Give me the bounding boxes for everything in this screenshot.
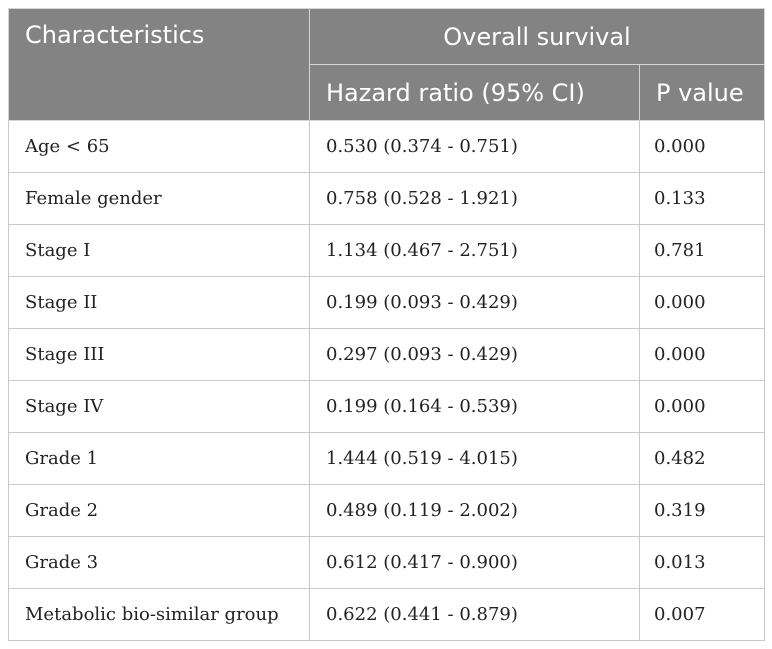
- cell-p-value: 0.000: [639, 276, 765, 329]
- cell-characteristic: Grade 2: [8, 484, 310, 537]
- cell-characteristic: Age < 65: [8, 120, 310, 173]
- cell-hazard-ratio: 0.199 (0.093 - 0.429): [309, 276, 640, 329]
- header-overall-survival: Overall survival: [309, 8, 765, 65]
- table-body: Age < 65 0.530 (0.374 - 0.751) 0.000 Fem…: [8, 120, 765, 641]
- table-row: Grade 3 0.612 (0.417 - 0.900) 0.013: [8, 536, 765, 589]
- cell-p-value: 0.000: [639, 328, 765, 381]
- header-characteristics: Characteristics: [8, 8, 310, 121]
- cell-hazard-ratio: 0.758 (0.528 - 1.921): [309, 172, 640, 225]
- cell-characteristic: Stage IV: [8, 380, 310, 433]
- cell-characteristic: Metabolic bio-similar group: [8, 588, 310, 641]
- header-p-value: P value: [639, 64, 765, 121]
- cell-hazard-ratio: 1.444 (0.519 - 4.015): [309, 432, 640, 485]
- header-row-1: Characteristics Overall survival: [8, 8, 765, 121]
- table-row: Metabolic bio-similar group 0.622 (0.441…: [8, 588, 765, 641]
- cell-hazard-ratio: 0.530 (0.374 - 0.751): [309, 120, 640, 173]
- cell-p-value: 0.000: [639, 380, 765, 433]
- cell-hazard-ratio: 0.297 (0.093 - 0.429): [309, 328, 640, 381]
- cell-characteristic: Grade 3: [8, 536, 310, 589]
- cell-p-value: 0.007: [639, 588, 765, 641]
- cell-hazard-ratio: 0.612 (0.417 - 0.900): [309, 536, 640, 589]
- table-row: Stage III 0.297 (0.093 - 0.429) 0.000: [8, 328, 765, 381]
- table-row: Grade 1 1.444 (0.519 - 4.015) 0.482: [8, 432, 765, 485]
- table-row: Stage I 1.134 (0.467 - 2.751) 0.781: [8, 224, 765, 277]
- cell-hazard-ratio: 0.199 (0.164 - 0.539): [309, 380, 640, 433]
- cell-characteristic: Female gender: [8, 172, 310, 225]
- table-row: Stage II 0.199 (0.093 - 0.429) 0.000: [8, 276, 765, 329]
- cell-p-value: 0.482: [639, 432, 765, 485]
- cell-p-value: 0.319: [639, 484, 765, 537]
- cell-hazard-ratio: 0.489 (0.119 - 2.002): [309, 484, 640, 537]
- table-header: Characteristics Overall survival Hazard …: [8, 8, 765, 121]
- cell-p-value: 0.013: [639, 536, 765, 589]
- cell-hazard-ratio: 1.134 (0.467 - 2.751): [309, 224, 640, 277]
- cell-p-value: 0.000: [639, 120, 765, 173]
- header-hazard-ratio: Hazard ratio (95% CI): [309, 64, 640, 121]
- cell-characteristic: Stage II: [8, 276, 310, 329]
- cell-characteristic: Stage III: [8, 328, 310, 381]
- cell-characteristic: Stage I: [8, 224, 310, 277]
- survival-table: Characteristics Overall survival Hazard …: [8, 8, 765, 641]
- cell-p-value: 0.133: [639, 172, 765, 225]
- table-row: Stage IV 0.199 (0.164 - 0.539) 0.000: [8, 380, 765, 433]
- cell-hazard-ratio: 0.622 (0.441 - 0.879): [309, 588, 640, 641]
- cell-p-value: 0.781: [639, 224, 765, 277]
- header-row-2: Hazard ratio (95% CI) P value: [9, 64, 765, 121]
- table-row: Age < 65 0.530 (0.374 - 0.751) 0.000: [8, 120, 765, 173]
- table-row: Grade 2 0.489 (0.119 - 2.002) 0.319: [8, 484, 765, 537]
- cell-characteristic: Grade 1: [8, 432, 310, 485]
- table-row: Female gender 0.758 (0.528 - 1.921) 0.13…: [8, 172, 765, 225]
